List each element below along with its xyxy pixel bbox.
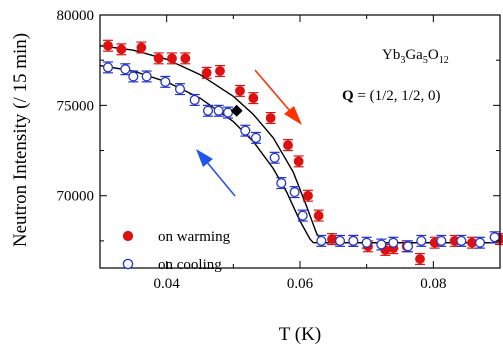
warming-point (303, 190, 313, 201)
x-tick-label: 0.06 (287, 276, 314, 292)
cooling-point (297, 210, 308, 221)
warming-point (215, 66, 225, 76)
legend-marker-cooling (122, 258, 134, 270)
cooling-point (348, 235, 359, 246)
q-vector-label: Q = (1/2, 1/2, 0) (342, 88, 440, 104)
warming-point (248, 93, 259, 104)
cooling-point (388, 237, 399, 248)
cooling-point (269, 152, 280, 163)
cooling-point (334, 235, 346, 246)
cooling-point (160, 76, 171, 87)
tick-labels: 0.04 0.06 0.08 70000 75000 80000 (57, 8, 447, 292)
cooling-point (474, 237, 486, 248)
x-axis-title: T (K) (279, 324, 321, 345)
cooling-point (128, 71, 139, 82)
cooling-point (213, 105, 224, 116)
x-tick-label: 0.08 (420, 276, 446, 292)
warming-point (180, 53, 191, 64)
warming-point (167, 53, 177, 64)
y-axis-title: Neutron Intensity (/ 15 min) (10, 33, 31, 247)
warming-point (103, 40, 113, 51)
cooling-point (361, 237, 372, 248)
y-tick-label: 75000 (57, 98, 95, 114)
cooling-point (102, 62, 114, 73)
warming-arrow (254, 69, 302, 125)
legend-label-cooling: on cooling (158, 257, 222, 273)
warming-point (153, 53, 164, 64)
warming-point (136, 42, 147, 53)
compound-label: Yb3Ga5O12 (382, 47, 449, 66)
diamond-marker (230, 104, 243, 117)
warming-point (293, 156, 304, 167)
warming-point (265, 113, 276, 123)
cooling-point (189, 94, 200, 105)
cooling-point (376, 239, 387, 250)
warming-point (283, 140, 293, 151)
cooling-point (141, 71, 152, 82)
cooling-point (316, 235, 327, 246)
cooling-point (250, 132, 262, 143)
cooling-point (276, 178, 287, 189)
cooling-point (416, 235, 427, 246)
warming-point (235, 86, 245, 96)
warming-point (116, 44, 127, 55)
data-points (102, 40, 503, 264)
cooling-point (120, 64, 131, 75)
cooling-point (202, 105, 214, 116)
warming-point (313, 210, 324, 221)
cooling-point (240, 125, 251, 136)
y-tick-label: 80000 (57, 8, 95, 24)
cooling-arrow (196, 149, 236, 197)
cooling-point (174, 84, 186, 95)
cooling-point (289, 187, 300, 198)
warming-point (201, 67, 212, 78)
cooling-point (402, 241, 414, 252)
axes (99, 14, 501, 269)
legend-marker-warming (122, 230, 134, 242)
legend-label-warming: on warming (158, 229, 231, 245)
legend: on warming on cooling (122, 229, 231, 273)
cooling-point (222, 107, 234, 118)
cooling-point (489, 232, 500, 243)
warming-point (415, 254, 425, 264)
cooling-point (436, 235, 447, 246)
warming-point (327, 234, 337, 244)
y-tick-label: 70000 (57, 189, 95, 205)
x-tick-label: 0.04 (154, 276, 181, 292)
cooling-point (456, 235, 467, 246)
